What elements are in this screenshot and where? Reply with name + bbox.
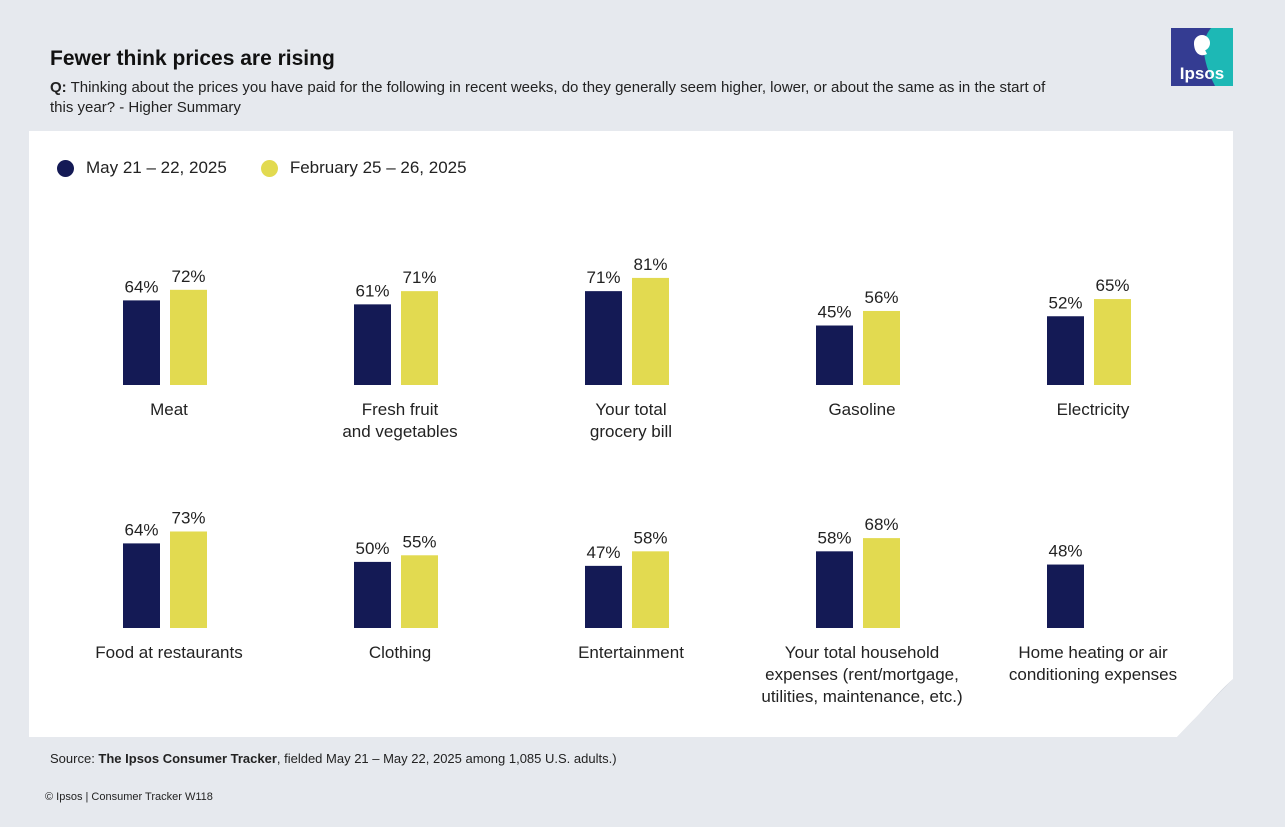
- category-label: Electricity: [1057, 400, 1130, 419]
- category-label: Home heating or air conditioning expenses: [1009, 643, 1177, 684]
- source-prefix: Source:: [50, 751, 99, 766]
- bar: [123, 543, 160, 628]
- category-label: Food at restaurants: [95, 643, 242, 662]
- legend-item-may: May 21 – 22, 2025: [57, 158, 227, 178]
- source-name: The Ipsos Consumer Tracker: [98, 751, 277, 766]
- legend-item-feb: February 25 – 26, 2025: [260, 158, 467, 178]
- bar: [1094, 299, 1131, 385]
- data-label: 61%: [355, 281, 389, 300]
- data-label: 72%: [171, 267, 205, 286]
- bar: [1047, 316, 1084, 385]
- data-label: 71%: [402, 268, 436, 287]
- page-curl: [1177, 679, 1233, 737]
- category-label: Meat: [150, 400, 188, 419]
- data-label: 58%: [633, 528, 667, 547]
- data-label: 55%: [402, 532, 436, 551]
- data-label: 65%: [1095, 276, 1129, 295]
- category-label: Entertainment: [578, 643, 684, 662]
- bar: [1047, 564, 1084, 628]
- bar: [170, 289, 207, 385]
- data-label: 52%: [1048, 293, 1082, 312]
- category-label: Fresh fruit and vegetables: [342, 400, 457, 441]
- bar: [170, 531, 207, 628]
- bar: [401, 555, 438, 628]
- data-label: 58%: [817, 528, 851, 547]
- bar: [632, 551, 669, 628]
- source-note: Source: The Ipsos Consumer Tracker, fiel…: [50, 751, 617, 766]
- legend-dot-may: [57, 159, 74, 177]
- bar: [585, 565, 622, 628]
- data-label: 73%: [171, 508, 205, 527]
- question-body: Thinking about the prices you have paid …: [50, 79, 1046, 116]
- ipsos-logo: Ipsos: [1171, 28, 1233, 86]
- data-label: 56%: [864, 288, 898, 307]
- category-label: Clothing: [369, 643, 431, 662]
- data-label: 68%: [864, 515, 898, 534]
- data-label: 64%: [124, 277, 158, 296]
- bar: [863, 538, 900, 628]
- data-label: 50%: [355, 539, 389, 558]
- page-title: Fewer think prices are rising: [50, 47, 335, 70]
- chart-card: [29, 131, 1233, 737]
- data-label: 81%: [633, 255, 667, 274]
- copyright: © Ipsos | Consumer Tracker W118: [45, 791, 213, 803]
- bar: [632, 277, 669, 385]
- category-label: Gasoline: [828, 400, 895, 419]
- bar: [401, 291, 438, 385]
- data-label: 64%: [124, 520, 158, 539]
- legend-label-feb: February 25 – 26, 2025: [289, 158, 467, 177]
- data-label: 48%: [1048, 542, 1082, 561]
- logo-profile: [1194, 43, 1207, 56]
- bar: [354, 304, 391, 385]
- data-label: 71%: [586, 268, 620, 287]
- legend: May 21 – 22, 2025 February 25 – 26, 2025: [57, 158, 501, 178]
- bar: [816, 325, 853, 385]
- logo-text: Ipsos: [1180, 64, 1224, 83]
- data-label: 47%: [586, 543, 620, 562]
- data-label: 45%: [817, 303, 851, 322]
- bar: [123, 300, 160, 385]
- legend-dot-feb: [260, 159, 278, 177]
- bar: [585, 291, 622, 385]
- bar: [863, 310, 900, 385]
- category-label: Your total household expenses (rent/mortg…: [761, 643, 962, 706]
- question-prefix: Q:: [50, 79, 67, 96]
- category-label: Your total grocery bill: [590, 400, 672, 441]
- bar: [816, 551, 853, 628]
- legend-label-may: May 21 – 22, 2025: [86, 158, 227, 177]
- question-text: Q: Thinking about the prices you have pa…: [50, 78, 1060, 118]
- bar: [354, 561, 391, 628]
- source-details: , fielded May 21 – May 22, 2025 among 1,…: [276, 751, 617, 766]
